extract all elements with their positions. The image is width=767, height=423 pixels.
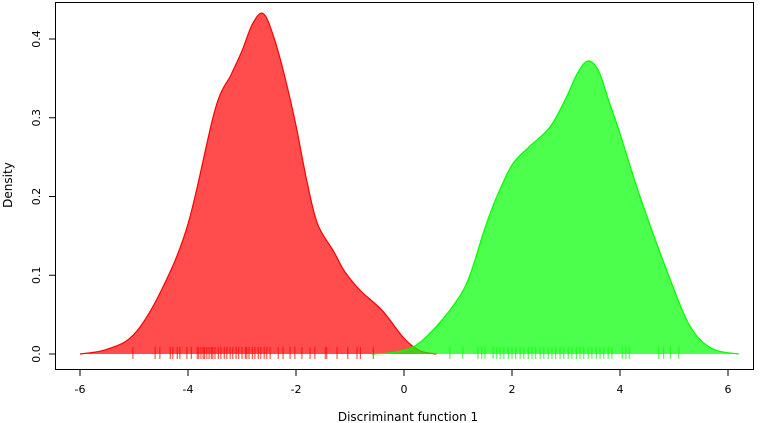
y-tick-label: 0.2	[30, 188, 43, 206]
y-axis: 0.0 0.1 0.2 0.3 0.4	[30, 30, 56, 363]
y-tick-label: 0.3	[30, 109, 43, 127]
x-tick-label: 4	[617, 383, 624, 396]
density-area-2	[371, 60, 739, 354]
density-area-1	[80, 13, 437, 354]
x-tick-label: 0	[401, 383, 408, 396]
rug-marks	[132, 347, 680, 359]
x-tick-label: -6	[75, 383, 86, 396]
x-tick-label: -2	[291, 383, 302, 396]
x-axis-label: Discriminant function 1	[338, 410, 478, 423]
x-axis: -6 -4 -2 0 2 4 6	[75, 369, 732, 396]
density-line-2	[371, 60, 739, 355]
x-tick-label: 2	[509, 383, 516, 396]
y-tick-label: 0.1	[30, 267, 43, 285]
density-line-1	[79, 12, 437, 355]
x-tick-label: -4	[183, 383, 194, 396]
density-areas	[79, 12, 739, 355]
y-tick-label: 0.0	[30, 345, 43, 363]
y-tick-label: 0.4	[30, 30, 43, 48]
y-axis-label: Density	[1, 162, 15, 208]
x-tick-label: 6	[725, 383, 732, 396]
